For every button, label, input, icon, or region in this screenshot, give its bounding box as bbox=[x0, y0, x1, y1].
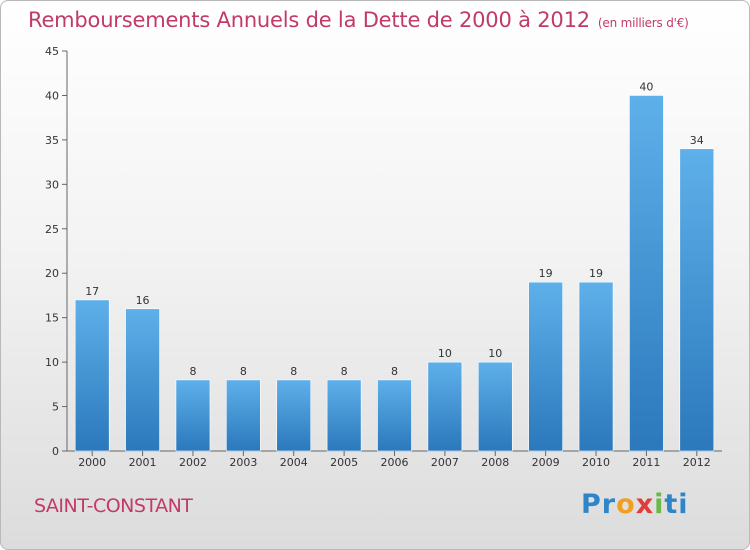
x-tick-label: 2002 bbox=[179, 456, 207, 469]
chart-title-text: Remboursements Annuels de la Dette de 20… bbox=[28, 8, 590, 32]
bar-value-label: 10 bbox=[438, 347, 452, 360]
x-tick-label: 2008 bbox=[481, 456, 509, 469]
bar bbox=[276, 379, 312, 452]
bar bbox=[528, 281, 563, 452]
y-tick-label: 20 bbox=[45, 267, 59, 280]
bar-value-label: 34 bbox=[690, 134, 704, 147]
logo-letter: o bbox=[616, 489, 636, 520]
bar-value-label: 8 bbox=[240, 365, 247, 378]
x-tick-label: 2007 bbox=[431, 456, 459, 469]
bar-value-label: 10 bbox=[488, 347, 502, 360]
bar bbox=[226, 379, 261, 452]
y-tick-label: 25 bbox=[45, 223, 59, 236]
bar-value-label: 17 bbox=[85, 285, 99, 298]
x-tick-label: 2009 bbox=[532, 456, 560, 469]
y-tick-label: 10 bbox=[45, 356, 59, 369]
bar bbox=[427, 361, 463, 452]
town-name: SAINT-CONSTANT bbox=[34, 495, 193, 517]
bar bbox=[377, 379, 412, 452]
logo-letter: ti bbox=[664, 489, 689, 520]
bar bbox=[679, 148, 715, 452]
x-tick-label: 2000 bbox=[78, 456, 106, 469]
y-tick-label: 45 bbox=[45, 45, 59, 58]
y-tick-label: 5 bbox=[52, 401, 59, 414]
logo-letter: x bbox=[635, 489, 655, 520]
y-tick-label: 40 bbox=[45, 89, 59, 102]
bar-value-label: 19 bbox=[589, 267, 603, 280]
bar bbox=[74, 299, 110, 452]
x-tick-label: 2011 bbox=[632, 456, 660, 469]
bar bbox=[629, 95, 664, 452]
bar-value-label: 8 bbox=[189, 365, 196, 378]
bar bbox=[578, 281, 614, 452]
y-tick-label: 30 bbox=[45, 178, 59, 191]
bar bbox=[125, 308, 160, 452]
x-tick-label: 2010 bbox=[582, 456, 610, 469]
bar bbox=[477, 361, 513, 452]
bar-value-label: 8 bbox=[290, 365, 297, 378]
y-tick-label: 0 bbox=[52, 445, 59, 458]
y-tick-label: 35 bbox=[45, 134, 59, 147]
x-tick-label: 2003 bbox=[229, 456, 257, 469]
x-tick-label: 2006 bbox=[381, 456, 409, 469]
chart-subtitle: (en milliers d'€) bbox=[597, 16, 689, 30]
bar-value-label: 19 bbox=[539, 267, 553, 280]
y-tick-label: 15 bbox=[45, 312, 59, 325]
x-tick-label: 2001 bbox=[129, 456, 157, 469]
logo-letter: P bbox=[581, 489, 602, 520]
bar-value-label: 8 bbox=[341, 365, 348, 378]
chart-title: Remboursements Annuels de la Dette de 20… bbox=[28, 8, 689, 32]
bar bbox=[326, 379, 362, 452]
bar-value-label: 16 bbox=[136, 294, 150, 307]
proxiti-logo: Proxiti bbox=[581, 489, 689, 520]
bar-value-label: 40 bbox=[639, 80, 653, 93]
x-tick-label: 2005 bbox=[330, 456, 358, 469]
logo-letter: r bbox=[601, 489, 617, 520]
bar bbox=[175, 379, 211, 452]
x-tick-label: 2004 bbox=[280, 456, 308, 469]
bar-value-label: 8 bbox=[391, 365, 398, 378]
x-tick-label: 2012 bbox=[683, 456, 711, 469]
logo-letter: i bbox=[654, 489, 665, 520]
